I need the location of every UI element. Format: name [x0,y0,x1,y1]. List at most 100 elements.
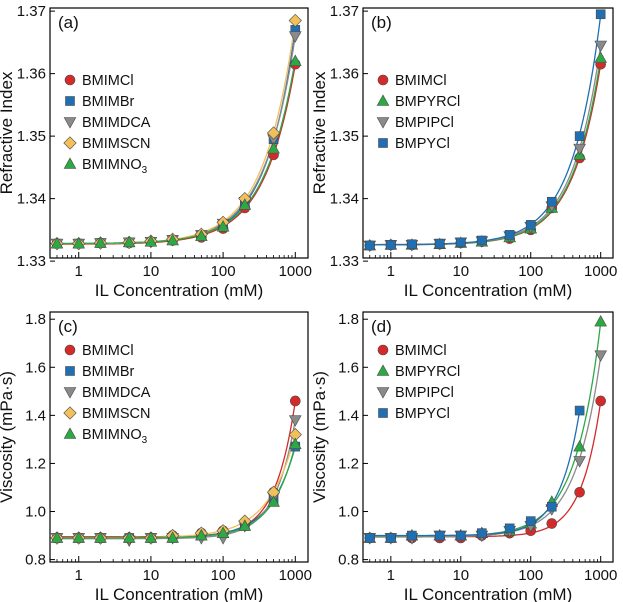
y-tick-label: 1.4 [338,407,359,424]
data-point-BMPYCl [434,238,445,249]
y-tick-label: 1.6 [338,359,359,376]
data-point-BMPYCl [525,220,536,230]
legend-label: BMPIPCl [395,385,454,401]
legend: BMIMCl BMIMBr BMIMDCA BMIMSCN BMIMNO3 [63,343,151,446]
data-point-BMIMNO3 [122,235,136,248]
data-point-BMIMSCN [266,126,281,140]
data-point-BMIMNO3 [238,519,252,531]
x-axis-title: IL Concentration (mM) [95,281,263,300]
plot-frame [362,7,614,259]
legend-marker-BMPYCl [378,408,388,418]
legend: BMIMCl BMIMBr BMIMDCA BMIMSCN BMIMNO3 [63,73,151,176]
x-tick-label: 1000 [584,567,617,584]
y-tick-label: 1.35 [330,128,359,145]
y-tick-label: 1.6 [25,359,46,376]
legend-marker-BMIMBr [65,366,75,376]
legend-label: BMPYCl [395,136,450,152]
data-point-BMPYCl [386,533,396,543]
data-point-BMPYCl [525,516,536,526]
x-tick-label: 10 [452,567,469,584]
y-tick-label: 1.36 [330,66,359,83]
legend-marker-BMIMDCA [63,117,77,129]
x-axis-title: IL Concentration (mM) [404,585,572,602]
legend-label: BMIMDCA [82,115,151,131]
y-tick-label: 1.4 [25,407,46,424]
y-tick-label: 1.2 [338,455,359,472]
y-tick-label: 1.37 [330,3,359,20]
data-point-BMIMNO3 [238,198,252,210]
data-point-BMPIPCl [573,456,586,468]
x-tick-label: 100 [518,263,543,280]
legend-label: BMIMCl [395,343,447,359]
y-tick-label: 1.35 [17,128,46,145]
fit-line-BMIMCl [369,63,602,246]
data-point-BMPYCl [504,230,515,240]
y-tick-label: 1.0 [25,504,46,521]
legend-marker-BMIMSCN [63,136,77,150]
legend-marker-BMPIPCl [376,117,390,129]
y-tick-label: 1.34 [330,191,359,208]
data-point-BMIMNO3 [288,437,302,450]
data-point-BMPYCl [546,501,557,512]
data-point-BMIMNO3 [216,526,230,538]
data-point-BMIMNO3 [195,528,208,541]
data-point-BMIMNO3 [144,531,158,543]
data-point-BMPYCl [546,196,557,207]
x-axis-title: IL Concentration (mM) [404,281,572,300]
panel-label: (d) [371,317,392,336]
legend-marker-BMPIPCl [376,387,390,399]
legend-label: BMIMSCN [82,406,150,422]
legend-label: BMIMSCN [82,136,150,152]
data-point-BMPIPCl [594,40,607,53]
legend-marker-BMIMCl [64,74,76,86]
legend-label-subscript: 3 [142,435,148,446]
y-tick-label: 1.2 [25,455,46,472]
legend-label: BMIMBr [82,364,135,380]
legend-label: BMPYCl [395,406,450,422]
data-point-BMPYCl [574,405,585,416]
data-point-BMIMNO3 [94,236,107,248]
legend-label: BMIMNO3 [82,427,148,446]
legend-marker-BMIMDCA [63,387,77,399]
data-point-BMPYCl [407,239,417,250]
x-tick-label: 1 [75,263,83,280]
x-tick-label: 100 [211,263,236,280]
panel-label: (a) [58,13,79,32]
data-point-BMIMCl [546,518,558,529]
y-axis-title: Refractive Index [310,71,329,194]
x-tick-label: 1000 [584,263,617,280]
x-tick-label: 100 [518,567,543,584]
data-point-BMPYCl [595,9,606,20]
data-point-BMIMNO3 [144,235,158,247]
y-axis-title: Viscosity (mPa·s) [0,371,16,503]
data-point-BMPYCl [574,131,585,141]
data-point-BMPIPCl [573,143,586,156]
legend-marker-BMIMNO3 [63,427,77,439]
panel-label: (b) [371,13,392,32]
data-point-BMPYCl [407,530,417,541]
data-point-BMPYCl [434,530,445,541]
y-tick-label: 1.37 [17,3,46,20]
data-point-BMIMDCA [288,31,302,43]
data-point-BMIMNO3 [166,233,179,246]
data-point-BMIMDCA [288,415,302,427]
x-tick-label: 100 [211,567,236,584]
legend-label: BMPIPCl [395,115,454,131]
x-tick-label: 10 [143,567,160,584]
data-point-BMIMNO3 [72,237,86,249]
legend-marker-BMPYCl [378,138,388,148]
legend-label: BMIMCl [82,73,134,89]
data-point-BMPYCl [477,528,487,538]
fit-line-BMPYCl [369,410,581,537]
y-tick-label: 0.8 [338,552,359,569]
legend-label: BMIMNO3 [82,157,148,176]
legend-marker-BMIMBr [65,96,75,106]
fit-line-BMIMCl [57,64,296,245]
data-point-BMPYRCl [594,314,607,327]
data-point-BMPYCl [364,533,375,543]
y-tick-label: 1.34 [17,191,46,208]
data-point-BMIMCl [574,486,585,498]
data-point-BMIMNO3 [288,54,302,66]
legend-label: BMIMBr [82,94,135,110]
